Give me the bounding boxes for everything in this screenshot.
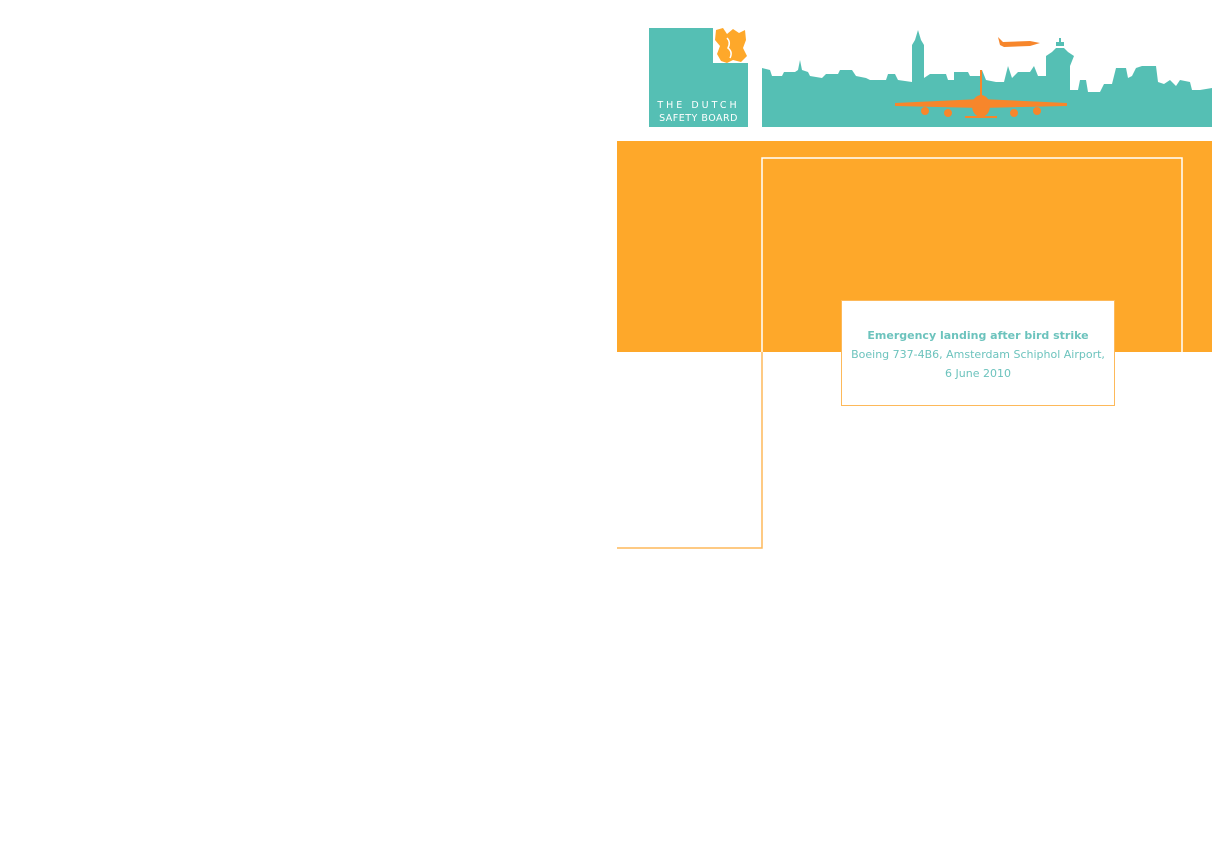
lion-icon: [713, 28, 748, 63]
airplane-front-icon: [895, 70, 1067, 118]
city-skyline-illustration: [762, 30, 1212, 127]
report-title: Emergency landing after bird strike: [867, 329, 1089, 342]
dutch-safety-board-logo: THE DUTCH SAFETY BOARD: [649, 28, 748, 127]
report-subtitle-line2: 6 June 2010: [945, 367, 1011, 380]
logo-line2: SAFETY BOARD: [659, 113, 738, 124]
report-subtitle-line1: Boeing 737-4B6, Amsterdam Schiphol Airpo…: [851, 348, 1105, 361]
airplane-flying-icon: [998, 37, 1040, 47]
report-title-box: Emergency landing after bird strike Boei…: [841, 300, 1115, 406]
logo-line1: THE DUTCH: [657, 100, 740, 111]
